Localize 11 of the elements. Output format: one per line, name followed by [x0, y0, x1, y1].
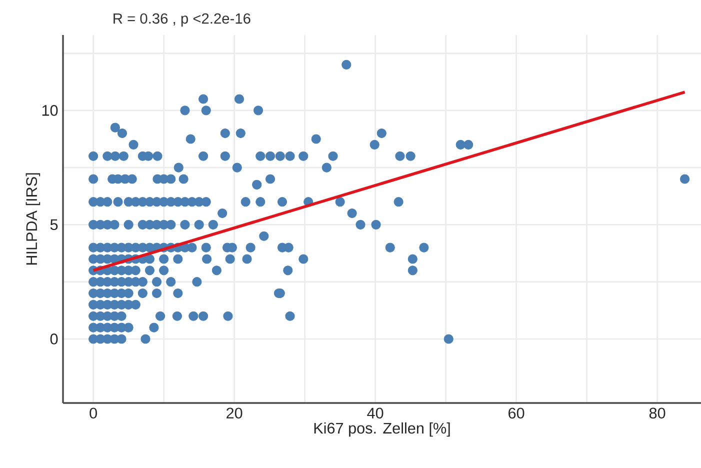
x-tick-label: 0 — [90, 408, 97, 419]
text: R = 0.36 , p <2.2e-16 — [114, 13, 250, 27]
x-tick-label: 60 — [508, 408, 524, 419]
y-tick-label: 10 — [42, 104, 58, 116]
x-tick-label: 20 — [226, 408, 242, 419]
y-tick-label: 0 — [50, 334, 58, 344]
y-axis-title: HILPDA [IRS] — [26, 173, 40, 265]
x-axis-title: Ki67 pos. Zellen [%] — [314, 422, 450, 437]
y-tick-label: 5 — [50, 219, 58, 230]
x-tick-label: 80 — [649, 408, 666, 419]
x-tick-label: 40 — [367, 408, 384, 419]
